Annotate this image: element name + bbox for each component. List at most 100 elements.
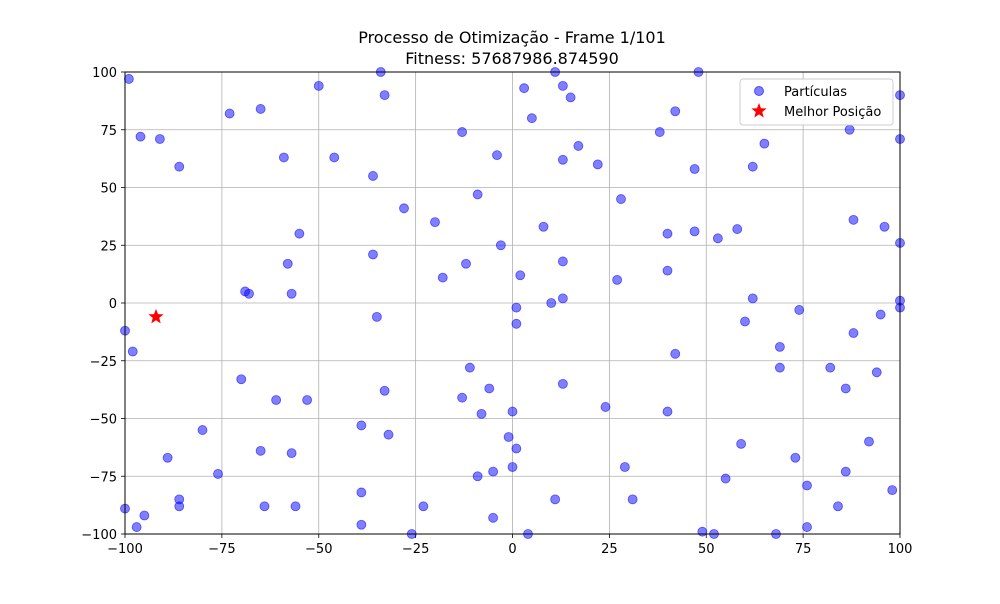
particle-point bbox=[747, 161, 758, 172]
particle-point bbox=[879, 221, 890, 232]
particle-point bbox=[244, 288, 254, 299]
plot-area-frame bbox=[124, 71, 901, 535]
particle-point bbox=[472, 471, 483, 482]
legend-circle-swatch bbox=[754, 86, 764, 96]
particle-point bbox=[887, 485, 898, 496]
particle-point bbox=[131, 522, 142, 532]
particle-point bbox=[329, 152, 340, 163]
particle-point bbox=[383, 429, 394, 440]
particle-point bbox=[538, 221, 549, 232]
particle-point bbox=[697, 526, 708, 537]
particle-point bbox=[259, 501, 270, 512]
particle-point bbox=[844, 124, 855, 135]
best-position-marker bbox=[148, 308, 164, 324]
particle-point bbox=[255, 104, 266, 114]
chart-title: Processo de Otimização - Frame 1/101 bbox=[358, 28, 666, 47]
particle-point bbox=[736, 439, 747, 449]
particle-point bbox=[550, 494, 561, 505]
particle-point bbox=[368, 171, 378, 181]
particle-point bbox=[732, 224, 743, 234]
particle-point bbox=[759, 138, 770, 149]
particle-point bbox=[794, 305, 805, 315]
y-tick-label: 0 bbox=[109, 297, 117, 312]
particle-point bbox=[286, 288, 297, 299]
x-tick-label: −50 bbox=[305, 542, 332, 557]
x-tick-label: 50 bbox=[698, 542, 715, 557]
particle-point bbox=[457, 392, 468, 403]
x-tick-label: 100 bbox=[888, 542, 913, 557]
particle-point bbox=[135, 131, 146, 142]
y-tick-label: −100 bbox=[81, 528, 117, 543]
particle-point bbox=[662, 265, 673, 276]
particle-point bbox=[356, 420, 367, 431]
particle-point bbox=[213, 469, 223, 479]
particle-point bbox=[224, 108, 235, 119]
particle-point bbox=[654, 127, 665, 137]
particle-point bbox=[162, 452, 173, 463]
particle-point bbox=[565, 92, 576, 103]
legend-box bbox=[739, 78, 894, 126]
particle-point bbox=[503, 432, 514, 442]
particle-point bbox=[546, 298, 557, 308]
particle-point bbox=[399, 203, 409, 214]
particle-point bbox=[484, 383, 495, 394]
particle-point bbox=[492, 150, 502, 161]
particle-point bbox=[507, 462, 518, 472]
particle-point bbox=[255, 445, 266, 456]
particle-point bbox=[840, 466, 851, 477]
particle-point bbox=[600, 402, 611, 412]
particle-point bbox=[526, 113, 537, 124]
particle-point bbox=[774, 362, 785, 373]
particle-point bbox=[174, 501, 185, 512]
legend-star-swatch bbox=[751, 103, 767, 118]
particle-point bbox=[619, 462, 630, 472]
particle-point bbox=[294, 228, 305, 239]
y-tick-label: −50 bbox=[90, 413, 117, 428]
particle-point bbox=[461, 258, 471, 269]
particle-point bbox=[302, 395, 313, 405]
y-tick-label: 50 bbox=[100, 182, 117, 197]
particle-point bbox=[313, 80, 324, 91]
particle-point bbox=[557, 293, 568, 304]
particle-point bbox=[747, 293, 758, 304]
particle-point bbox=[368, 249, 378, 260]
particle-point bbox=[511, 302, 522, 313]
x-tick-label: −100 bbox=[107, 542, 143, 557]
particle-point bbox=[495, 240, 506, 251]
particle-point bbox=[154, 134, 165, 144]
legend-label: Melhor Posição bbox=[784, 105, 881, 120]
particle-point bbox=[488, 512, 499, 523]
particle-point bbox=[511, 318, 522, 329]
particle-point bbox=[430, 217, 440, 228]
data-points bbox=[120, 67, 905, 539]
particle-point bbox=[871, 367, 882, 378]
particle-point bbox=[592, 159, 603, 170]
particle-point bbox=[720, 473, 731, 484]
particle-point bbox=[457, 127, 468, 137]
particle-point bbox=[356, 519, 367, 530]
particle-point bbox=[670, 106, 681, 117]
chart-subtitle: Fitness: 57687986.874590 bbox=[405, 49, 619, 68]
particle-point bbox=[825, 362, 836, 373]
particle-point bbox=[557, 80, 568, 91]
particle-point bbox=[848, 214, 859, 225]
particle-point bbox=[840, 383, 851, 394]
particle-point bbox=[127, 346, 138, 357]
y-tick-label: −75 bbox=[90, 470, 117, 485]
legend: Partículas Melhor Posição bbox=[739, 78, 894, 126]
particle-point bbox=[488, 466, 499, 477]
particle-point bbox=[557, 378, 568, 389]
particle-point bbox=[519, 83, 530, 94]
particle-point bbox=[464, 362, 475, 373]
particle-point bbox=[511, 443, 522, 454]
particle-point bbox=[790, 452, 801, 463]
x-tick-label: −75 bbox=[208, 542, 235, 557]
particle-point bbox=[612, 274, 623, 285]
particle-point bbox=[802, 480, 812, 491]
legend-label: Partículas bbox=[784, 85, 847, 100]
particle-point bbox=[271, 395, 282, 405]
particle-point bbox=[802, 522, 812, 532]
particle-point bbox=[290, 501, 301, 512]
